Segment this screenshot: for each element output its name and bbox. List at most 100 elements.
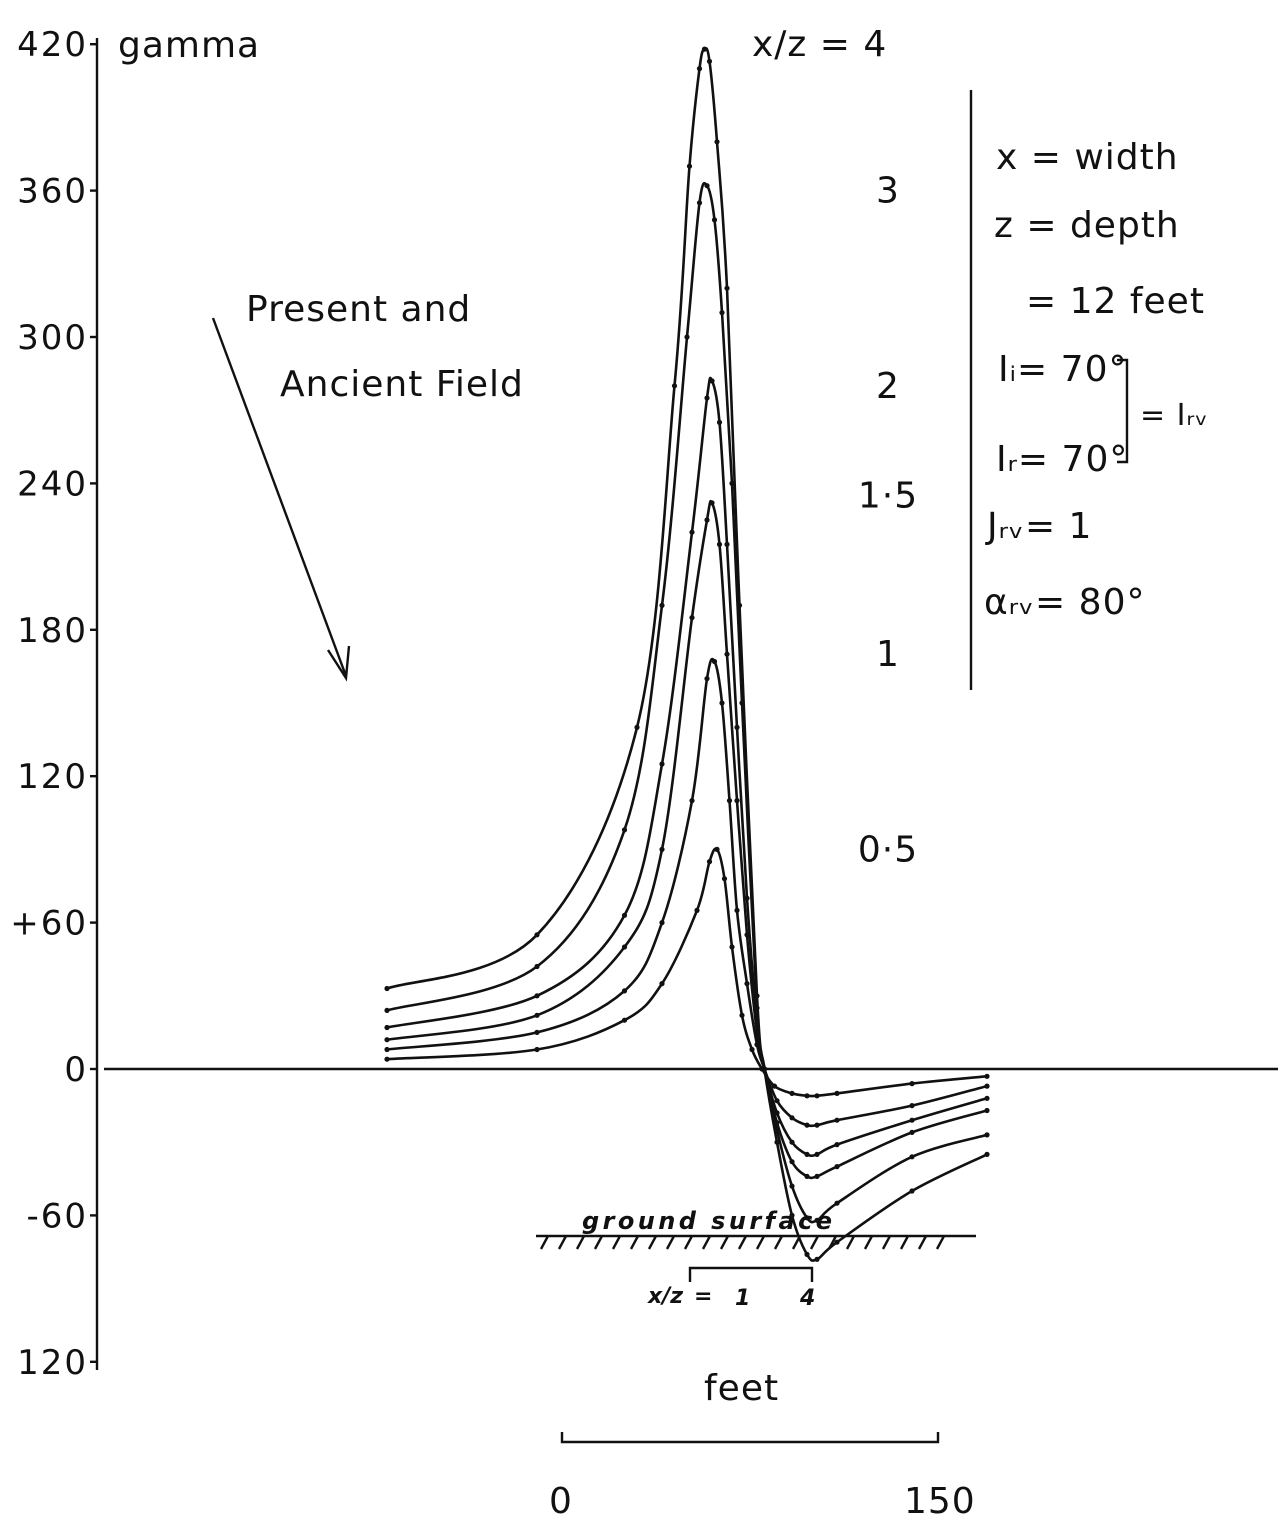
legend-inclination-induced: Iᵢ= 70° xyxy=(998,349,1127,390)
y-tick-label: 360 xyxy=(17,172,88,212)
data-point xyxy=(384,985,390,992)
y-tick-label: 180 xyxy=(17,611,88,651)
data-point xyxy=(909,1081,915,1087)
field-label-line-2: Ancient Field xyxy=(280,364,524,405)
hatch-mark xyxy=(593,1235,604,1250)
data-point xyxy=(686,163,693,169)
field-arrow-icon xyxy=(211,317,348,677)
data-point xyxy=(909,1103,915,1109)
series-4 xyxy=(384,657,990,1128)
data-point xyxy=(734,798,740,804)
data-point xyxy=(984,1073,990,1079)
hatch-mark xyxy=(647,1235,658,1250)
data-point xyxy=(659,846,665,853)
xz-label: x/z xyxy=(647,1284,683,1309)
legend-width: x = width xyxy=(996,137,1179,178)
hatch-mark xyxy=(719,1235,730,1250)
data-point xyxy=(789,1183,795,1189)
data-point xyxy=(789,1159,795,1165)
y-tick-label: 300 xyxy=(17,318,88,358)
data-point xyxy=(706,58,713,64)
y-tick-label: 120 xyxy=(17,1343,88,1383)
series-0 xyxy=(384,46,990,1262)
data-point xyxy=(689,798,695,804)
data-point xyxy=(714,139,720,145)
data-point xyxy=(834,1117,840,1123)
xz-one: 1 xyxy=(735,1286,750,1311)
data-point xyxy=(789,1139,795,1145)
scale-start: 0 xyxy=(549,1481,573,1519)
data-point xyxy=(804,1215,810,1221)
data-point xyxy=(671,383,678,389)
data-point xyxy=(909,1117,915,1123)
data-point xyxy=(704,395,710,401)
series-label-group: x/z = 4 3 2 1·5 1 0·5 xyxy=(752,24,918,870)
data-point xyxy=(721,876,728,882)
scale-end: 150 xyxy=(904,1481,976,1519)
series-label: 2 xyxy=(876,366,900,407)
y-tick-label: 420 xyxy=(17,25,88,65)
data-point xyxy=(774,1098,780,1104)
data-point xyxy=(814,1151,820,1157)
data-point xyxy=(689,529,695,535)
data-point xyxy=(659,920,665,926)
data-point xyxy=(729,944,735,950)
data-point xyxy=(719,700,725,706)
legend-inclination-remanent: Iᵣ= 70° xyxy=(996,439,1128,480)
hatch-mark xyxy=(917,1235,928,1250)
data-point xyxy=(744,895,750,901)
data-point xyxy=(729,480,735,486)
data-point xyxy=(754,1042,760,1048)
data-point xyxy=(709,500,715,506)
data-point xyxy=(814,1122,820,1128)
data-point xyxy=(711,217,718,223)
data-point xyxy=(984,1107,990,1114)
data-point xyxy=(384,1046,390,1053)
hatch-mark xyxy=(611,1235,622,1250)
data-point xyxy=(534,1046,540,1053)
data-point xyxy=(789,1115,795,1121)
series-line xyxy=(386,657,988,1128)
data-point xyxy=(984,1132,990,1138)
data-point xyxy=(621,988,628,994)
hatch-mark xyxy=(539,1235,550,1250)
hatch-mark xyxy=(701,1235,712,1250)
data-point xyxy=(696,200,703,206)
data-point xyxy=(834,1164,840,1170)
legend-bracket xyxy=(1117,358,1129,464)
series-label: 0·5 xyxy=(858,829,918,870)
data-point xyxy=(734,724,740,731)
legend-ratio: Jᵣᵥ= 1 xyxy=(985,506,1092,547)
data-point xyxy=(621,1017,628,1023)
y-tick-label: +60 xyxy=(10,904,88,944)
data-point xyxy=(659,602,665,609)
data-point xyxy=(659,981,665,987)
data-point xyxy=(744,932,750,938)
data-point xyxy=(734,907,740,914)
data-point xyxy=(771,1083,778,1089)
data-point xyxy=(706,859,713,865)
data-point xyxy=(701,46,708,52)
data-point xyxy=(739,1012,745,1018)
hatch-mark xyxy=(557,1235,568,1250)
data-point xyxy=(694,907,700,914)
y-tick-label: 0 xyxy=(64,1050,88,1090)
data-point xyxy=(534,993,540,999)
data-point xyxy=(814,1173,820,1179)
data-point xyxy=(704,676,710,682)
data-point xyxy=(384,1056,390,1062)
data-point xyxy=(621,827,628,833)
data-point xyxy=(716,419,723,425)
data-point xyxy=(534,932,540,938)
series-group xyxy=(384,46,990,1262)
hatch-mark xyxy=(899,1235,910,1250)
hatch-mark xyxy=(629,1235,640,1250)
series-1 xyxy=(384,181,990,1224)
series-label: 1·5 xyxy=(858,476,918,517)
data-point xyxy=(804,1122,810,1128)
y-tick-label: 240 xyxy=(17,464,88,504)
data-point xyxy=(739,700,745,706)
data-point xyxy=(749,1046,755,1053)
data-point xyxy=(724,541,730,548)
